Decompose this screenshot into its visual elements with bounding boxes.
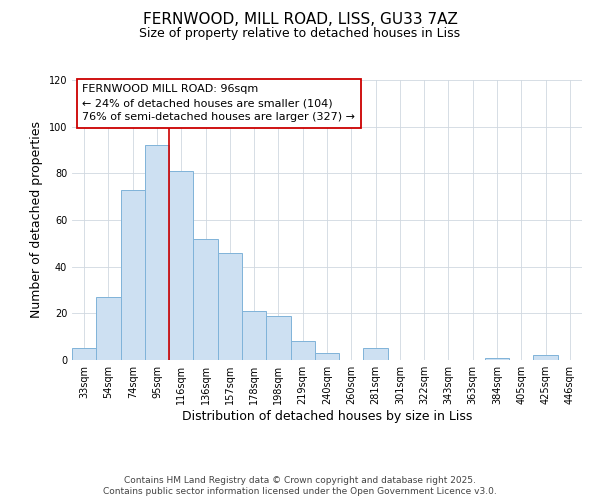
Bar — [96, 297, 121, 360]
Bar — [315, 353, 339, 360]
Text: Size of property relative to detached houses in Liss: Size of property relative to detached ho… — [139, 28, 461, 40]
Bar — [364, 348, 388, 360]
Text: Contains HM Land Registry data © Crown copyright and database right 2025.: Contains HM Land Registry data © Crown c… — [124, 476, 476, 485]
Bar — [533, 356, 558, 360]
Text: FERNWOOD, MILL ROAD, LISS, GU33 7AZ: FERNWOOD, MILL ROAD, LISS, GU33 7AZ — [143, 12, 457, 28]
Y-axis label: Number of detached properties: Number of detached properties — [30, 122, 43, 318]
Bar — [218, 252, 242, 360]
Bar — [193, 238, 218, 360]
X-axis label: Distribution of detached houses by size in Liss: Distribution of detached houses by size … — [182, 410, 472, 423]
Bar — [169, 171, 193, 360]
Bar — [72, 348, 96, 360]
Bar — [145, 146, 169, 360]
Bar — [485, 358, 509, 360]
Text: Contains public sector information licensed under the Open Government Licence v3: Contains public sector information licen… — [103, 488, 497, 496]
Bar — [290, 342, 315, 360]
Text: FERNWOOD MILL ROAD: 96sqm
← 24% of detached houses are smaller (104)
76% of semi: FERNWOOD MILL ROAD: 96sqm ← 24% of detac… — [82, 84, 355, 122]
Bar — [242, 311, 266, 360]
Bar — [266, 316, 290, 360]
Bar — [121, 190, 145, 360]
